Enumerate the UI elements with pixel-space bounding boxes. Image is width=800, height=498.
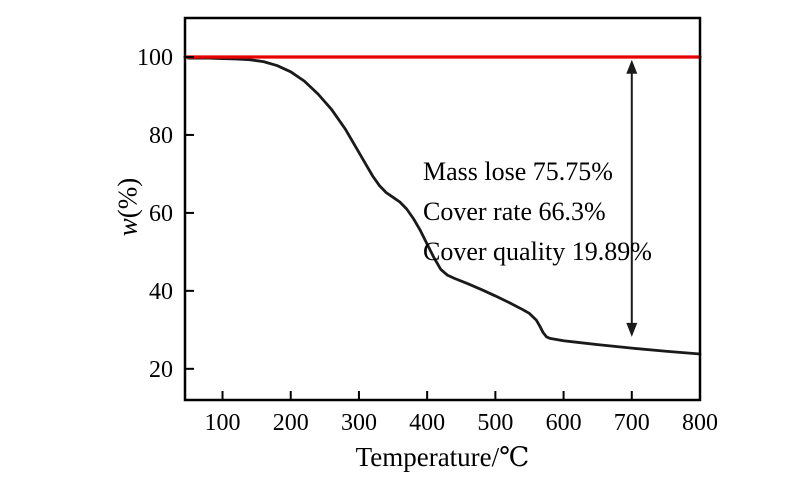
x-tick-label: 300 — [341, 410, 377, 436]
x-tick-label: 600 — [546, 410, 582, 436]
x-tick-label: 800 — [682, 410, 718, 436]
annotation-block: Mass lose 75.75% Cover rate 66.3% Cover … — [423, 152, 652, 272]
annotation-cover-quality: Cover quality 19.89% — [423, 237, 652, 266]
y-tick-label: 80 — [149, 123, 173, 149]
arrowhead-up-icon — [626, 59, 638, 74]
x-tick-label: 500 — [477, 410, 513, 436]
x-tick-label: 100 — [205, 410, 241, 436]
annotation-mass-loss: Mass lose 75.75% — [423, 157, 613, 186]
y-tick-label: 100 — [137, 45, 173, 71]
y-axis-label-unit: (%) — [112, 177, 143, 219]
series-tg-curve — [187, 56, 702, 356]
y-tick-label: 40 — [149, 279, 173, 305]
x-tick-label: 700 — [614, 410, 650, 436]
annotation-cover-rate: Cover rate 66.3% — [423, 197, 606, 226]
y-axis-label-variable: w — [112, 218, 143, 237]
y-tick-label: 60 — [149, 201, 173, 227]
x-axis-label: Temperature/℃ — [355, 442, 530, 472]
x-tick-label: 200 — [273, 410, 309, 436]
plot-frame — [183, 16, 702, 402]
arrowhead-down-icon — [626, 322, 638, 337]
y-tick-label: 20 — [149, 357, 173, 383]
y-axis-label: w(%) — [113, 178, 144, 237]
x-tick-label: 400 — [409, 410, 445, 436]
